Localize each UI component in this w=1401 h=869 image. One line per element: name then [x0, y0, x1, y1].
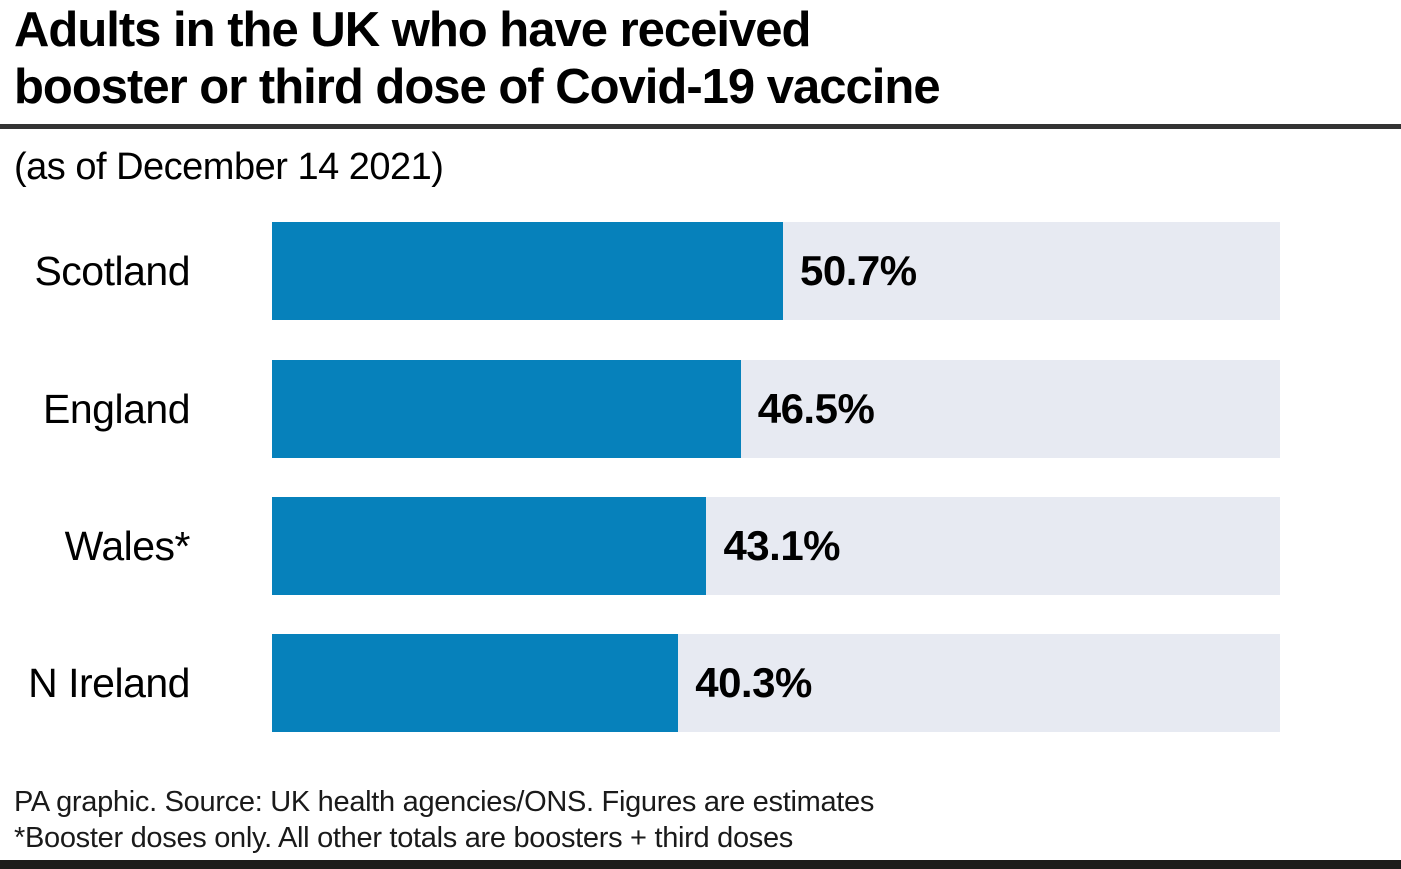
bar-row: N Ireland 40.3%: [0, 634, 1401, 732]
bar-row: England 46.5%: [0, 360, 1401, 458]
footnote-text: *Booster doses only. All other totals ar…: [14, 822, 794, 854]
bar-fill-n-ireland: [272, 634, 679, 732]
bar-track: 40.3%: [272, 634, 1280, 732]
bar-row: Scotland 50.7%: [0, 222, 1401, 320]
chart-title: Adults in the UK who have received boost…: [14, 2, 1214, 116]
chart-footer: PA graphic. Source: UK health agencies/O…: [14, 784, 874, 856]
source-text: PA graphic. Source: UK health agencies/O…: [14, 786, 875, 818]
value-label-n-ireland: 40.3%: [695, 659, 812, 706]
bar-row: Wales* 43.1%: [0, 497, 1401, 595]
value-label-england: 46.5%: [757, 385, 875, 432]
title-divider: [0, 124, 1401, 129]
chart-title-line-2: booster or third dose of Covid-19 vaccin…: [14, 60, 941, 114]
chart-title-line-1: Adults in the UK who have received: [14, 3, 811, 57]
category-label-england: England: [43, 386, 190, 432]
chart-subtitle: (as of December 14 2021): [14, 146, 444, 188]
bottom-rule: [0, 860, 1401, 869]
category-label-n-ireland: N Ireland: [28, 660, 190, 706]
bar-track: 43.1%: [272, 497, 1280, 595]
category-label-scotland: Scotland: [34, 248, 190, 294]
category-label-wales: Wales*: [64, 523, 191, 569]
bar-track: 46.5%: [272, 360, 1280, 458]
value-label-wales: 43.1%: [723, 522, 841, 569]
bar-fill-england: [272, 360, 741, 458]
bar-fill-wales: [272, 497, 707, 595]
value-label-scotland: 50.7%: [800, 247, 917, 294]
bar-fill-scotland: [272, 222, 784, 320]
bar-track: 50.7%: [272, 222, 1280, 320]
